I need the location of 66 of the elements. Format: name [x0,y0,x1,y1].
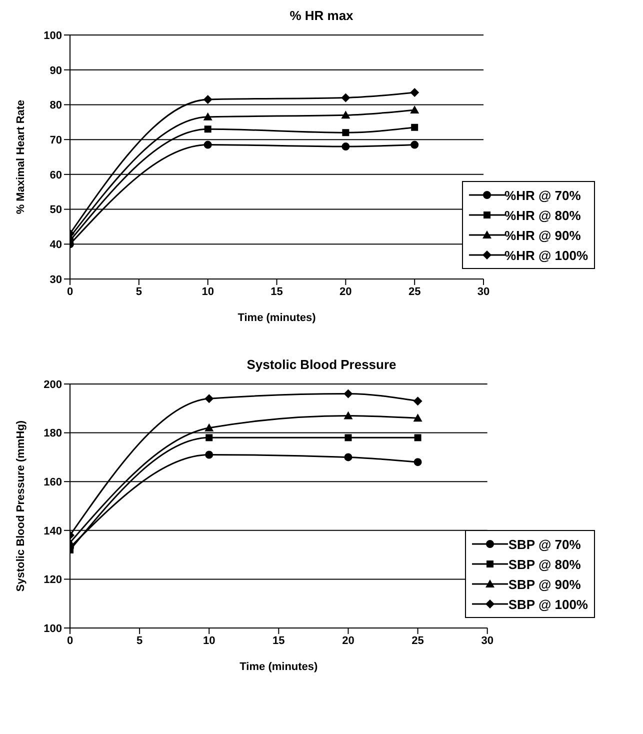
x-tick-label: 10 [202,286,214,298]
legend-label: SBP @ 90% [508,576,581,592]
point [204,126,212,133]
y-tick-label: 160 [44,476,62,489]
x-tick-label: 5 [136,634,143,647]
y-tick-label: 90 [50,64,62,77]
y-tick-label: 100 [44,622,62,635]
point [410,140,419,149]
x-tick-label: 30 [481,634,494,647]
point [342,142,350,151]
x-tick-label: 10 [202,634,216,647]
y-tick-label: 60 [50,169,62,182]
point [205,450,214,459]
x-tick-label: 20 [340,286,352,298]
y-tick-label: 100 [44,30,62,42]
y-tick-label: 80 [50,100,62,112]
chart-title: % HR max [288,8,354,23]
point [410,88,420,98]
point [341,110,350,119]
y-tick-label: 120 [44,574,62,586]
x-tick-label: 25 [408,286,421,298]
legend-label: SBP @ 70% [508,536,581,552]
point [204,140,212,149]
x-tick-label: 5 [136,286,142,298]
point [413,414,422,422]
legend-label: %HR @ 70% [504,188,581,202]
point [204,394,214,404]
point [204,423,214,432]
point [342,129,350,136]
y-tick-label: 30 [50,274,62,286]
legend-label: %HR @ 90% [504,228,581,242]
point [203,112,212,120]
y-tick-label: 40 [50,239,62,252]
x-tick-label: 0 [66,286,74,298]
x-tick-label: 20 [342,634,354,647]
point [203,94,212,104]
point [344,434,352,442]
y-tick-label: 180 [44,428,62,440]
x-tick-label: 15 [270,286,283,298]
x-axis-title: Time (minutes) [240,661,318,673]
point [344,453,352,462]
point [341,93,350,102]
point [413,396,422,406]
y-tick-label: 70 [50,134,62,146]
point [410,105,420,114]
x-tick-label: 25 [412,634,424,647]
x-tick-label: 0 [66,634,74,647]
y-tick-label: 50 [50,204,62,216]
x-axis-title: Time (minutes) [238,312,316,324]
y-tick-label: 200 [44,378,62,391]
chart-title: Systolic Blood Pressure [246,357,398,372]
y-axis-title: Systolic Blood Pressure (mmHg) [14,420,27,592]
point [411,124,418,131]
point [344,389,353,398]
legend-label: %HR @ 100% [504,248,588,262]
legend-label: SBP @ 80% [508,556,581,572]
y-axis-title: % Maximal Heart Rate [14,100,27,214]
point [414,434,422,442]
legend-label: SBP @ 100% [508,596,588,612]
point [414,458,422,466]
x-tick-label: 30 [477,286,490,298]
point [206,434,213,442]
y-tick-label: 140 [44,525,62,538]
legend-label: %HR @ 80% [504,208,581,222]
x-tick-label: 15 [272,634,285,647]
point [344,411,353,420]
